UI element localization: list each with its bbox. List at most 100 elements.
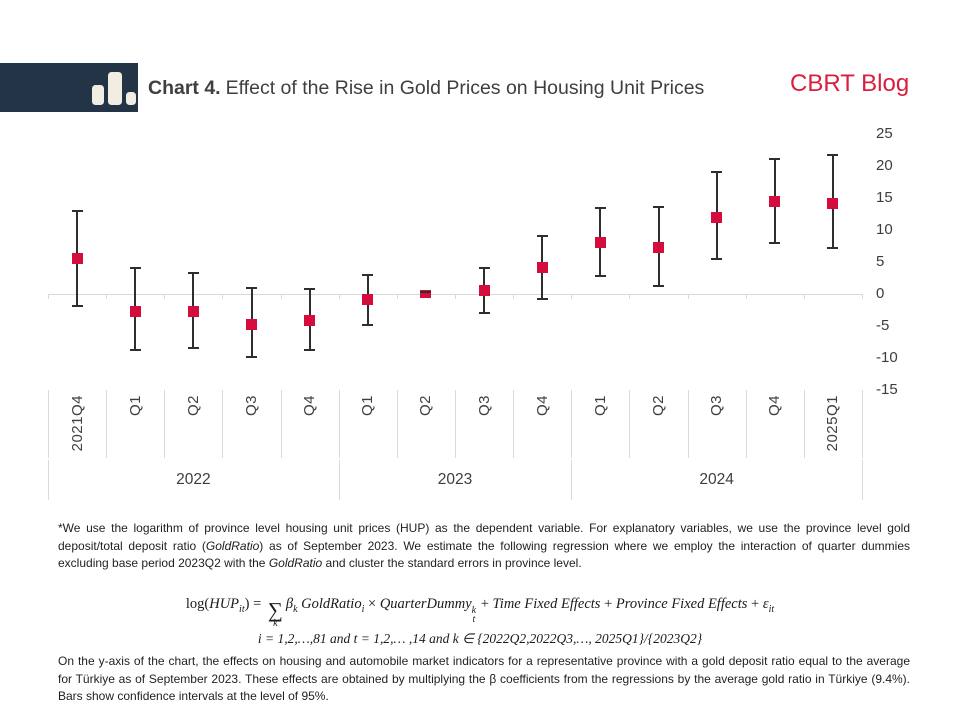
formula-token: it — [768, 604, 775, 615]
column-separator — [222, 390, 224, 458]
formula-token: ε — [762, 596, 769, 612]
formula-line2: i = 1,2,…,81 and t = 1,2,… ,14 and k ∈ {… — [257, 631, 703, 646]
x-tick-label: Q4 — [301, 395, 319, 417]
y-tick-label: 20 — [876, 157, 893, 174]
axis-tick — [106, 294, 108, 299]
x-tick-cell: Q1 — [571, 390, 629, 458]
year-label: 2023 — [437, 471, 473, 488]
formula-token: Province Fixed Effects — [615, 596, 748, 612]
column-separator — [48, 390, 49, 458]
y-tick-label: 5 — [876, 253, 885, 270]
footnote-text: *We use the logarithm of province level … — [58, 521, 910, 571]
formula-token: QuarterDummy — [379, 596, 472, 612]
cbrt-logo — [0, 63, 138, 112]
formula-token: + — [747, 596, 763, 612]
formula-line1: log(HUPit) = ∑ k βk GoldRatioi × QuarterDu… — [0, 591, 960, 629]
x-tick-label: Q1 — [126, 395, 144, 417]
error-bar-cap — [187, 271, 199, 274]
error-bar-cap — [594, 207, 606, 210]
x-tick-cell: Q3 — [222, 390, 280, 458]
x-tick-cell: Q1 — [106, 390, 164, 458]
yaxis-explanation-text: On the y-axis of the chart, the effects … — [58, 654, 910, 704]
axis-tick — [862, 294, 863, 299]
formula-token: i — [361, 604, 365, 615]
x-tick-cell: Q4 — [281, 390, 339, 458]
column-separator — [803, 390, 805, 458]
error-bar-cap — [362, 273, 374, 276]
chart-number-label: Chart 4. — [148, 77, 221, 99]
error-bar-cap — [420, 291, 432, 293]
x-tick-cell: Q1 — [339, 390, 397, 458]
x-tick-label: Q3 — [475, 395, 493, 417]
error-bar-cap — [478, 312, 490, 315]
formula-token: log( — [185, 596, 210, 612]
y-tick-label: -10 — [876, 349, 898, 366]
data-point-marker — [187, 306, 199, 318]
x-tick-cell: 2021Q4 — [48, 390, 106, 458]
column-separator — [513, 390, 515, 458]
data-point-marker — [420, 290, 432, 298]
y-tick-label: -5 — [876, 317, 890, 334]
data-point-marker — [362, 294, 374, 306]
column-separator — [396, 390, 398, 458]
x-tick-label: Q2 — [649, 395, 667, 417]
formula-token: GoldRatio — [297, 596, 362, 612]
cbrt-blog-brand: CBRT Blog — [790, 70, 910, 97]
column-separator — [338, 390, 340, 458]
year-cell: 2022 — [48, 460, 339, 500]
data-point-marker — [594, 237, 606, 249]
formula-token: HUP — [209, 596, 240, 612]
error-bar-cap — [246, 355, 257, 358]
chart-title-text: Effect of the Rise in Gold Prices on Hou… — [225, 77, 705, 99]
error-bar-cap — [711, 170, 723, 173]
x-tick-label: 2021Q4 — [68, 395, 86, 452]
x-tick-label: Q3 — [708, 395, 726, 417]
x-tick-cell: Q2 — [629, 390, 687, 458]
year-cell: 2024 — [571, 460, 862, 500]
y-tick-label: 10 — [876, 221, 893, 238]
x-tick-label: Q1 — [591, 395, 609, 417]
x-tick-label: Q2 — [417, 395, 435, 417]
error-bar-cap — [769, 157, 781, 160]
axis-tick — [280, 294, 282, 299]
axis-tick — [164, 294, 166, 299]
y-tick-label: 25 — [876, 125, 893, 142]
x-tick-cell: Q3 — [455, 390, 513, 458]
y-tick-label: 15 — [876, 189, 893, 206]
data-point-marker — [129, 305, 141, 317]
data-point-marker — [478, 285, 490, 297]
year-label: 2024 — [699, 471, 734, 488]
year-separator — [862, 460, 863, 500]
error-bar-cap — [827, 246, 839, 249]
data-point-marker — [536, 261, 548, 273]
x-tick-label: Q4 — [533, 395, 551, 417]
formula-token: + — [477, 596, 493, 612]
column-separator — [164, 390, 166, 458]
error-bar-cap — [246, 287, 257, 290]
x-tick-label: 2025Q1 — [824, 395, 842, 452]
x-tick-cell: Q2 — [164, 390, 222, 458]
data-point-marker — [304, 314, 316, 326]
data-point-marker — [827, 197, 839, 209]
axis-tick — [222, 294, 224, 299]
year-separator — [48, 460, 49, 500]
axis-tick — [629, 294, 631, 299]
error-bar-cap — [536, 234, 548, 237]
axis-tick — [803, 294, 805, 299]
error-bar-cap — [187, 346, 199, 349]
bar-chart-icon-bar — [108, 72, 122, 105]
error-bar-cap — [129, 349, 141, 352]
axis-tick — [455, 294, 456, 299]
year-label: 2022 — [176, 471, 211, 488]
data-point-marker — [71, 253, 83, 265]
y-tick-label: 0 — [876, 285, 885, 302]
x-tick-label: Q2 — [184, 395, 202, 417]
error-bar-cap — [129, 266, 141, 269]
column-separator — [106, 390, 108, 458]
axis-tick — [687, 294, 689, 299]
axis-tick — [338, 294, 340, 299]
x-tick-cell: Q4 — [746, 390, 804, 458]
axis-tick — [571, 294, 573, 299]
formula-token: × — [364, 596, 380, 612]
